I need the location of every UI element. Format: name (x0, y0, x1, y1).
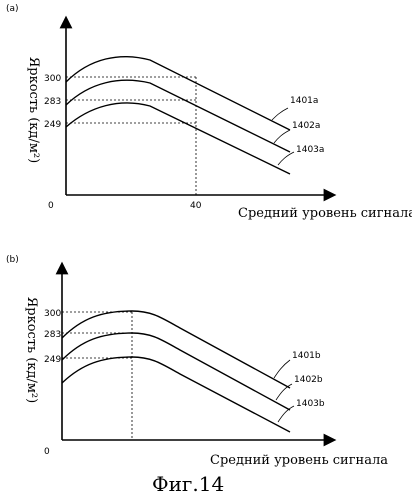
panel-a-leader-1403a (277, 151, 295, 166)
panel-a-curve-label-1403a: 1403a (296, 145, 324, 155)
panel-b-x-label: Средний уровень сигнала (210, 453, 388, 468)
panel-b-curve-label-1403b: 1403b (296, 399, 325, 409)
panel-b-y-label: Яркость (кд/м²) (24, 297, 39, 403)
panel-b-leader-1402b (275, 383, 293, 401)
panel-a-curve-1403a (65, 102, 291, 175)
panel-b-leader-1403b (277, 405, 295, 423)
panel-a-curve-1401a (65, 55, 291, 131)
panel-a: (a) Яркость (кд/м²) 300 283 249 0 40 140… (6, 4, 412, 221)
panel-b-ytick-249: 249 (44, 355, 61, 365)
panel-b-curve-1403b (61, 356, 291, 433)
panel-b-curve-1401b (61, 310, 291, 389)
panel-a-ytick-249: 249 (44, 120, 61, 130)
panel-a-curve-1402a (65, 79, 291, 153)
panel-a-leader-1402a (273, 129, 291, 144)
panel-b-label: (b) (6, 255, 19, 265)
panel-a-leader-1401a (271, 107, 289, 121)
panel-b-origin: 0 (44, 447, 50, 457)
panel-a-x-label: Средний уровень сигнала (238, 206, 412, 221)
panel-a-curve-label-1402a: 1402a (292, 121, 320, 131)
panel-b-curve-1402b (61, 332, 291, 411)
panel-b-curve-label-1401b: 1401b (292, 351, 321, 361)
panel-b: (b) Яркость (кд/м²) 300 283 249 0 1401b … (6, 255, 388, 468)
panel-a-curve-label-1401a: 1401a (290, 96, 318, 106)
panel-b-ytick-283: 283 (44, 330, 61, 340)
panel-a-label: (a) (6, 4, 19, 14)
panel-a-y-label: Яркость (кд/м²) (26, 57, 41, 163)
panel-b-curve-label-1402b: 1402b (294, 375, 323, 385)
panel-a-ytick-300: 300 (44, 74, 61, 84)
panel-b-leader-1401b (273, 359, 291, 379)
panel-a-xtick-40: 40 (190, 201, 202, 211)
panel-a-ytick-283: 283 (44, 97, 61, 107)
panel-b-ytick-300: 300 (44, 309, 61, 319)
panel-a-origin: 0 (48, 201, 54, 211)
figure-caption: Фиг.14 (152, 472, 224, 496)
